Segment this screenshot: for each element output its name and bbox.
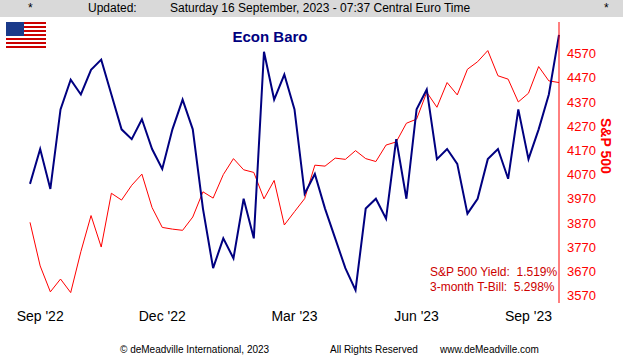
html-text:Saturday 16 September, 2023 -: Saturday 16 September, 2023 - 07:37 Cent… — [170, 1, 471, 15]
html-text:S&P 500: S&P 500 — [598, 118, 614, 174]
svg-text:3770: 3770 — [567, 240, 596, 255]
svg-text:3570: 3570 — [567, 288, 596, 303]
svg-text:Jun '23: Jun '23 — [394, 308, 439, 324]
svg-text:3970: 3970 — [567, 191, 596, 206]
html-text:Econ Baro: Econ Baro — [232, 28, 308, 45]
svg-text:Mar '23: Mar '23 — [271, 308, 317, 324]
html-text:All Rights Reserved: All Rights Reserved — [330, 344, 418, 355]
svg-text:3870: 3870 — [567, 216, 596, 231]
svg-text:Sep '23: Sep '23 — [505, 308, 552, 324]
svg-text:4570: 4570 — [567, 46, 596, 61]
html-text:www.deMeadville.com: www.deMeadville.com — [440, 344, 539, 355]
svg-text:3670: 3670 — [567, 264, 596, 279]
svg-text:Dec '22: Dec '22 — [139, 308, 186, 324]
svg-text:4270: 4270 — [567, 119, 596, 134]
html-text:S&P 500 Yield: 1.519%: S&P 500 Yield: 1.519% — [430, 265, 558, 279]
html-text:© deMeadville International, 2: © deMeadville International, 2023 — [120, 344, 270, 355]
html-text:Updated:: Updated: — [88, 1, 137, 15]
svg-text:4470: 4470 — [567, 70, 596, 85]
svg-text:4370: 4370 — [567, 95, 596, 110]
svg-text:Sep '22: Sep '22 — [17, 308, 64, 324]
svg-text:4070: 4070 — [567, 167, 596, 182]
svg-text:4170: 4170 — [567, 143, 596, 158]
html-text:3-month T-Bill: 5.298%: 3-month T-Bill: 5.298% — [430, 280, 555, 294]
